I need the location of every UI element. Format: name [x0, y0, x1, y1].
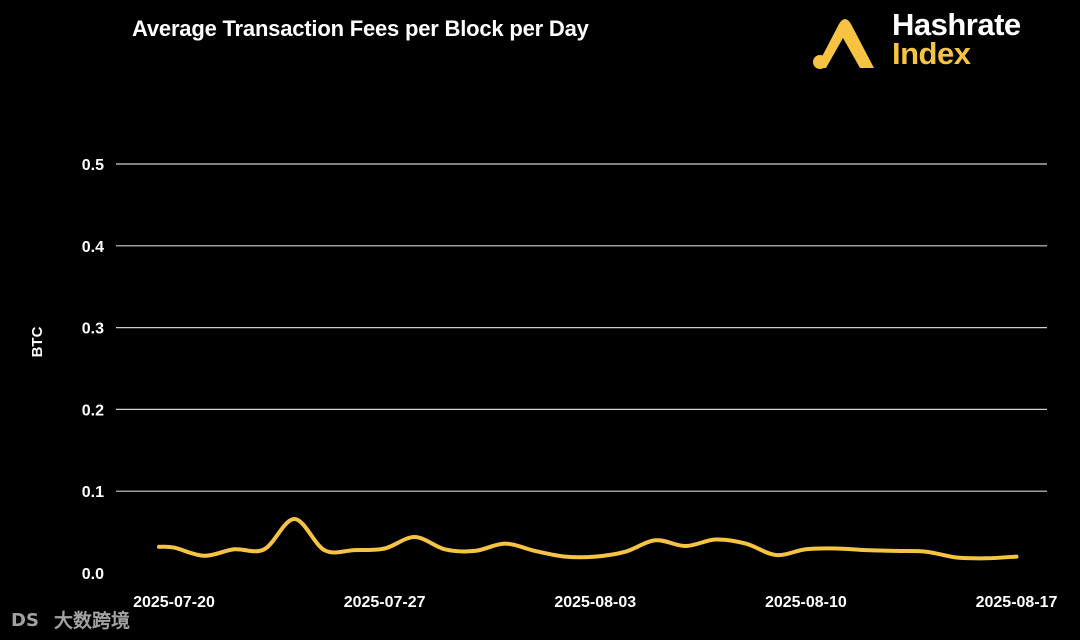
data-point: [713, 537, 719, 543]
watermark: DS 大数跨境: [10, 605, 130, 633]
data-point: [201, 553, 207, 559]
grid-lines: [116, 163, 1047, 492]
data-point: [773, 552, 779, 558]
data-point: [743, 541, 749, 547]
data-point: [833, 546, 839, 552]
brand-wordmark: Hashrate Index: [892, 7, 1021, 71]
data-point: [893, 548, 899, 554]
y-tick-label: 0.3: [82, 321, 104, 338]
dashuju-logo-icon: DS: [11, 610, 39, 631]
y-axis-label: BTC: [29, 326, 46, 357]
watermark-text: 大数跨境: [54, 609, 131, 632]
data-point: [412, 534, 418, 540]
y-tick-label: 0.5: [82, 157, 104, 174]
y-tick-labels: 0.0 0.1 0.2 0.3 0.4 0.5: [82, 157, 104, 583]
data-point: [953, 555, 959, 561]
data-point: [562, 554, 568, 560]
data-point: [592, 554, 598, 560]
hashrate-index-logo-icon: [813, 19, 874, 69]
data-point: [803, 546, 809, 552]
data-point: [532, 548, 538, 554]
data-point: [472, 548, 478, 554]
brand-line-2: Index: [892, 36, 971, 71]
data-point: [291, 516, 297, 522]
series-layer: [157, 516, 1020, 561]
data-point: [983, 555, 989, 561]
y-tick-label: 0.2: [82, 402, 104, 419]
x-tick-labels: 2025-07-20 2025-07-27 2025-08-03 2025-08-10…: [133, 594, 1057, 611]
y-tick-label: 0.0: [82, 566, 104, 583]
data-point: [502, 541, 508, 547]
y-tick-label: 0.4: [82, 239, 104, 256]
data-point: [171, 545, 177, 551]
brand-line-1: Hashrate: [892, 7, 1021, 42]
data-point: [683, 543, 689, 549]
x-tick-label: 2025-07-27: [344, 594, 426, 611]
data-point: [442, 546, 448, 552]
x-tick-label: 2025-08-03: [554, 594, 636, 611]
data-point: [352, 547, 358, 553]
brand-logo: Hashrate Index: [812, 7, 1062, 74]
y-tick-label: 0.1: [82, 484, 104, 501]
data-point: [622, 549, 628, 555]
data-point: [321, 547, 327, 553]
watermark-logo-text: DS: [11, 610, 39, 631]
data-point: [231, 546, 237, 552]
data-point: [1014, 554, 1020, 560]
data-point: [261, 546, 267, 552]
chart-title: Average Transaction Fees per Block per D…: [132, 16, 589, 41]
x-tick-label: 2025-07-20: [133, 594, 215, 611]
series-line-0: [157, 516, 1019, 561]
data-point: [382, 546, 388, 552]
data-point: [863, 547, 869, 553]
x-tick-label: 2025-08-10: [765, 594, 847, 611]
data-point: [923, 549, 929, 555]
data-point: [652, 537, 658, 543]
x-tick-label: 2025-08-17: [976, 594, 1058, 611]
